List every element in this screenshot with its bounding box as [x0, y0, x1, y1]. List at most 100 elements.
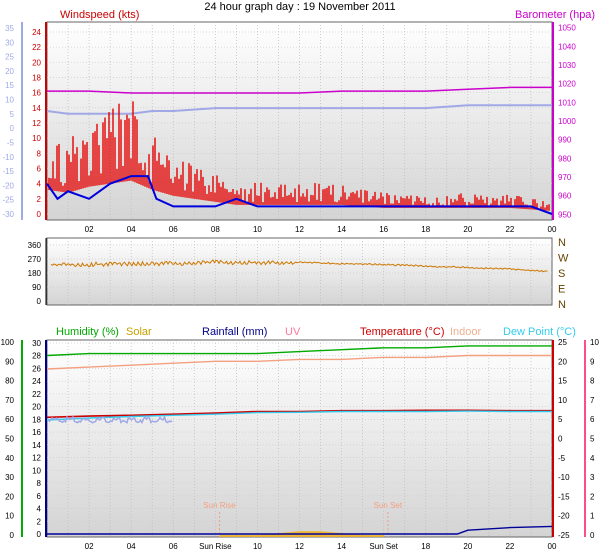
dew-point-line — [46, 410, 552, 421]
wind-x-tick-label: 02 — [85, 225, 94, 234]
uv-axis-tick: 0 — [590, 531, 595, 540]
wind-x-tick-label: 16 — [379, 225, 388, 234]
direction-axis-tick: 270 — [28, 255, 42, 264]
uv-axis-tick: 10 — [590, 338, 599, 347]
wind-axis-tick: 16 — [32, 89, 41, 98]
uv-axis-tick: 1 — [590, 512, 595, 521]
temp-axis-tick: -5 — [7, 138, 15, 147]
wind-axis-tick: 22 — [32, 43, 41, 52]
rain-axis-tick: 10 — [32, 466, 41, 475]
wind-axis-tick: 8 — [37, 149, 42, 158]
compass-label: N — [558, 237, 566, 249]
wind-x-tick-label: 08 — [211, 225, 220, 234]
direction-axis-tick: 180 — [28, 269, 42, 278]
temp-axis-right-tick: 0 — [558, 435, 563, 444]
rain-axis-tick: 30 — [32, 339, 41, 348]
wind-x-tick-label: 12 — [295, 225, 304, 234]
temp-axis-tick: -30 — [2, 210, 14, 219]
sunset-label: Sun Set — [374, 501, 403, 510]
temp-x-tick-label: 14 — [337, 542, 346, 551]
wind-axis-tick: 20 — [32, 58, 41, 67]
wind-axis-tick: 18 — [32, 74, 41, 83]
humidity-axis-tick: 60 — [5, 415, 14, 424]
rain-axis-tick: 12 — [32, 454, 41, 463]
wind-x-tick-label: 00 — [548, 225, 557, 234]
compass-label: N — [558, 299, 566, 311]
temp-axis-tick: -20 — [2, 181, 14, 190]
baro-axis-tick: 960 — [558, 192, 572, 201]
temp-axis-tick: 20 — [5, 67, 14, 76]
wind-x-tick-label: 20 — [463, 225, 472, 234]
temp-axis-right-tick: -25 — [558, 531, 570, 540]
humidity-axis-tick: 40 — [5, 454, 14, 463]
baro-axis-tick: 1000 — [558, 117, 576, 126]
rain-axis-tick: 16 — [32, 428, 41, 437]
temp-x-tick-label: 04 — [127, 542, 136, 551]
wind-axis-tick: 0 — [37, 210, 42, 219]
barometer-line — [47, 86, 552, 94]
temp-axis-tick: -10 — [2, 153, 14, 162]
temp-axis-tick: -25 — [2, 196, 14, 205]
temp-axis-tick: 0 — [10, 124, 15, 133]
wind-axis-tick: 6 — [37, 165, 42, 174]
uv-axis-tick: 4 — [590, 454, 595, 463]
temperature-line — [46, 409, 552, 419]
temp-x-tick-label: 20 — [463, 542, 472, 551]
barometer-label: Barometer (hpa) — [515, 9, 595, 21]
temp-x-tick-label: 18 — [421, 542, 430, 551]
uv-axis-tick: 3 — [590, 473, 595, 482]
temp-axis-right-tick: -5 — [558, 454, 566, 463]
temp-x-tick-label: 22 — [505, 542, 514, 551]
uv-axis-tick: 7 — [590, 396, 595, 405]
compass-label: W — [558, 253, 569, 265]
indoor-label: Indoor — [450, 326, 482, 338]
sunrise-label: Sun Rise — [203, 501, 236, 510]
wind-axis-tick: 4 — [37, 180, 42, 189]
rain-axis-tick: 18 — [32, 415, 41, 424]
temperature-pale-overlay — [48, 415, 173, 425]
rainfall-line — [47, 525, 553, 535]
baro-axis-tick: 1040 — [558, 42, 576, 51]
rain-axis-tick: 2 — [37, 517, 42, 526]
rain-axis-tick: 22 — [32, 390, 41, 399]
baro-axis-tick: 950 — [558, 210, 572, 219]
baro-axis-tick: 990 — [558, 136, 572, 145]
temp-x-tick-label: 10 — [253, 542, 262, 551]
wind-x-tick-label: 22 — [505, 225, 514, 234]
compass-label: S — [558, 268, 565, 280]
temp-x-tick-label: 00 — [548, 542, 557, 551]
temp-axis-tick: 30 — [5, 38, 14, 47]
rain-axis-tick: 28 — [32, 352, 41, 361]
humidity-axis-tick: 0 — [10, 531, 15, 540]
uv-axis-tick: 8 — [590, 377, 595, 386]
humidity-axis-tick: 90 — [5, 357, 14, 366]
temp-axis-tick: 5 — [10, 110, 15, 119]
indoor-line — [46, 354, 552, 370]
temp-x-tick-label: 12 — [295, 542, 304, 551]
rainfall-label: Rainfall (mm) — [202, 326, 267, 338]
temp-axis-right-tick: 5 — [558, 415, 563, 424]
rain-axis-tick: 26 — [32, 364, 41, 373]
wind-x-tick-label: 06 — [169, 225, 178, 234]
wind-x-tick-label: 10 — [253, 225, 262, 234]
uv-axis-tick: 6 — [590, 415, 595, 424]
temp-panel-frame — [46, 339, 553, 538]
baro-axis-tick: 1030 — [558, 61, 576, 70]
humidity-axis-tick: 100 — [1, 338, 15, 347]
humidity-line — [46, 345, 552, 357]
baro-axis-tick: 1010 — [558, 98, 576, 107]
temp-axis-right-tick: 25 — [558, 338, 567, 347]
wind-x-tick-label: 14 — [337, 225, 346, 234]
direction-axis-tick: 0 — [37, 297, 42, 306]
baro-axis-tick: 1050 — [558, 24, 576, 33]
rain-axis-tick: 14 — [32, 441, 41, 450]
wind-average-line — [46, 175, 553, 215]
temp-x-tick-label: 02 — [85, 542, 94, 551]
temp-axis-tick: -15 — [2, 167, 14, 176]
temperature-label: Temperature (°C) — [360, 326, 444, 338]
temp-x-tick-label: Sun Rise — [199, 542, 232, 551]
uv-axis-tick: 5 — [590, 435, 595, 444]
baro-axis-tick: 980 — [558, 154, 572, 163]
temp-axis-right-tick: -15 — [558, 492, 570, 501]
rain-axis-tick: 0 — [37, 530, 42, 539]
